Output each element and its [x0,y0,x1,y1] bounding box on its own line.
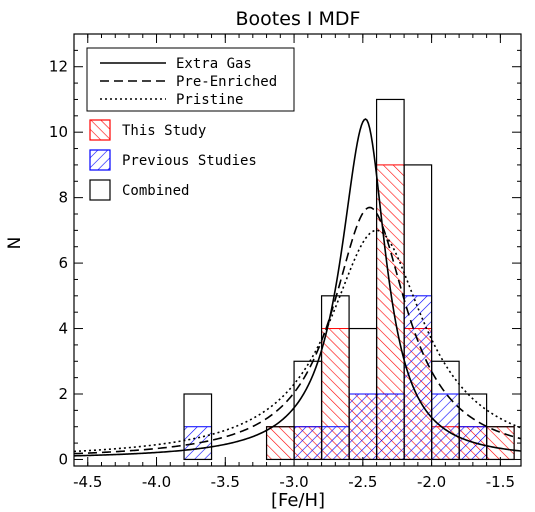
combined-bar-0 [183,393,213,461]
extra-gas-curve [74,118,521,457]
chart-title: Bootes I MDF [236,8,361,30]
legend-swatch [89,119,111,141]
y-tick-label: 10 [49,123,68,141]
y-tick-label: 0 [58,450,68,468]
legend-box [86,47,295,112]
previous-studies-bar-5 [321,426,350,460]
this-study-bar-3 [266,426,295,460]
legend-label: Previous Studies [122,153,257,169]
y-tick-label: 8 [58,189,68,207]
y-tick-label: 2 [58,385,68,403]
x-tick-label: -2.0 [417,473,446,491]
x-tick-label: -1.5 [486,473,515,491]
y-tick-label: 6 [58,254,68,272]
plot-area [74,98,521,461]
y-axis-label: N [5,237,25,250]
pre-enriched-curve [74,206,521,455]
previous-studies-bar-4 [293,426,323,460]
previous-studies-bar-9 [431,393,460,460]
legend-label: This Study [122,123,206,139]
legend-label: Combined [122,183,189,199]
y-tick-label: 12 [49,58,68,76]
x-tick-label: -3.5 [211,473,240,491]
legend-label: Pristine [176,92,243,108]
legend-label: Extra Gas [176,56,252,72]
legend-swatch [89,179,111,201]
y-tick-label: 4 [58,320,68,338]
previous-studies-bar-0 [183,426,213,460]
previous-studies-bar-7 [376,393,405,460]
previous-studies-bar-10 [458,426,488,460]
legend-swatch [89,149,111,171]
x-tick-label: -3.0 [279,473,308,491]
combined-bar-8 [403,164,433,461]
this-study-bar-11 [486,426,515,460]
y-axis: 0 2 4 6 8 10 12 [49,33,521,468]
legend: Extra Gas Pre-Enriched Pristine This Study P… [86,47,295,201]
axes-frame [73,33,522,467]
x-tick-label: -2.5 [348,473,377,491]
previous-studies-bar-8 [403,295,433,460]
x-axis: -4.5 -4.0 -3.5 -3.0 -2.5 -2.0 -1.5 [73,34,515,491]
legend-label: Pre-Enriched [176,74,277,90]
x-tick-label: -4.5 [73,473,102,491]
previous-studies-bar-6 [348,393,378,460]
x-tick-label: -4.0 [142,473,171,491]
x-axis-label: [Fe/H] [271,490,325,511]
